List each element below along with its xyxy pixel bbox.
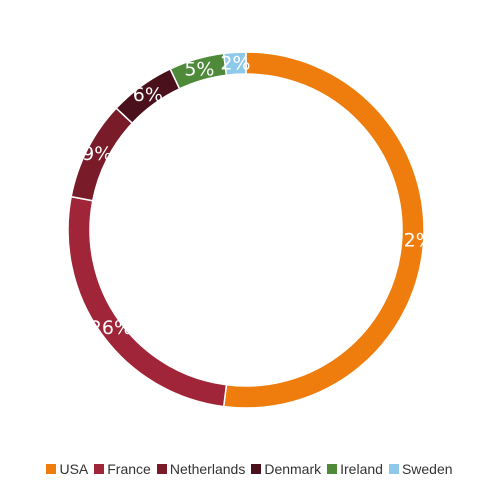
data-label-usa: 52% xyxy=(392,229,434,251)
data-label-netherlands: 9% xyxy=(82,143,112,165)
legend-swatch xyxy=(388,464,399,474)
legend-item-sweden: Sweden xyxy=(388,461,453,477)
chart-legend: USA France Netherlands Denmark Ireland Sweden xyxy=(0,461,499,477)
legend-item-netherlands: Netherlands xyxy=(156,461,246,477)
legend-label: Denmark xyxy=(264,461,322,477)
legend-label: USA xyxy=(59,461,89,477)
legend-item-ireland: Ireland xyxy=(327,461,383,477)
data-label-ireland: 5% xyxy=(184,59,214,81)
legend-item-denmark: Denmark xyxy=(251,461,321,477)
slice-labels: 52% 26% 9% 6% 5% 2% xyxy=(82,52,434,339)
legend-swatch xyxy=(327,464,338,474)
data-label-sweden: 2% xyxy=(220,52,250,74)
data-label-france: 26% xyxy=(90,317,132,339)
legend-label: France xyxy=(107,461,151,477)
legend-swatch xyxy=(94,464,105,474)
legend-label: Netherlands xyxy=(169,461,246,477)
legend-swatch xyxy=(46,464,57,474)
legend-item-france: France xyxy=(94,461,151,477)
legend-item-usa: USA xyxy=(46,461,88,477)
slice-sweden xyxy=(222,51,247,77)
donut-chart: 52% 26% 9% 6% 5% 2% xyxy=(67,51,434,409)
legend-label: Sweden xyxy=(401,461,453,477)
legend-swatch xyxy=(156,464,167,474)
slice-france xyxy=(67,195,228,408)
data-label-denmark: 6% xyxy=(133,84,163,106)
donut-slices xyxy=(67,51,425,409)
legend-swatch xyxy=(251,464,262,474)
legend-label: Ireland xyxy=(340,461,383,477)
